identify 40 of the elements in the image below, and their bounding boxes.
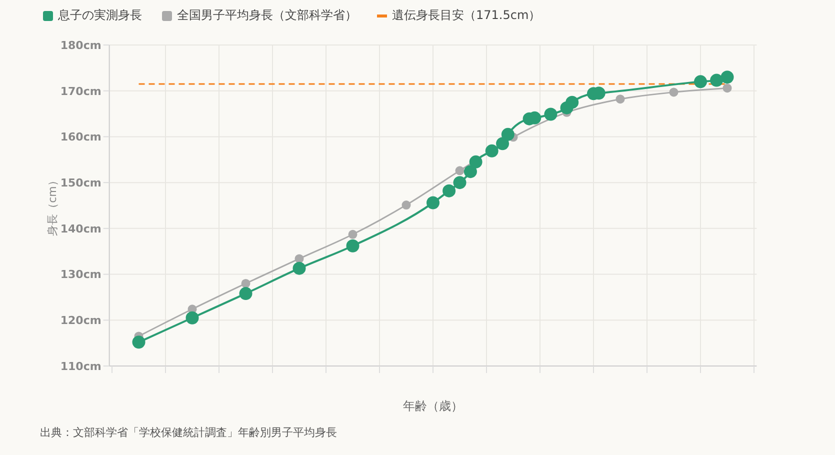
y-tick-label: 150cm [60,176,102,190]
y-tick-label: 130cm [60,268,102,282]
source-note: 出典：文部科学省「学校保健統計調査」年齢別男子平均身長 [40,425,337,440]
point [710,74,724,87]
y-tick-label: 170cm [60,84,102,98]
y-tick-label: 120cm [60,314,102,328]
x-axis-title: 年齢（歳） [403,399,463,413]
legend-label: 全国男子平均身長（文部科学省） [177,7,357,24]
point [239,287,252,300]
point [294,254,304,264]
point [496,137,510,150]
point [453,176,466,190]
y-tick-label: 180cm [60,38,102,52]
point [616,94,625,104]
point [402,200,411,210]
point [464,165,477,178]
point [469,155,482,168]
legend-label: 遺伝身長目安（171.5cm） [392,7,541,24]
point [455,166,464,176]
point [722,84,732,93]
y-tick-label: 140cm [60,222,102,236]
point [132,336,146,349]
point [186,311,199,324]
y-tick-label: 160cm [60,130,102,144]
point [669,88,678,97]
point [241,278,250,288]
point [292,262,306,275]
point [501,128,514,141]
point [485,144,498,158]
point [694,75,707,88]
point [544,108,558,121]
point [348,230,358,239]
point [426,196,440,210]
point [346,239,360,252]
point [442,184,456,198]
point [720,70,734,84]
y-tick-label: 110cm [60,360,102,373]
legend-label: 息子の実測身長 [58,7,142,24]
y-axis-title: 身長（cm） [46,175,60,236]
point [566,96,579,109]
